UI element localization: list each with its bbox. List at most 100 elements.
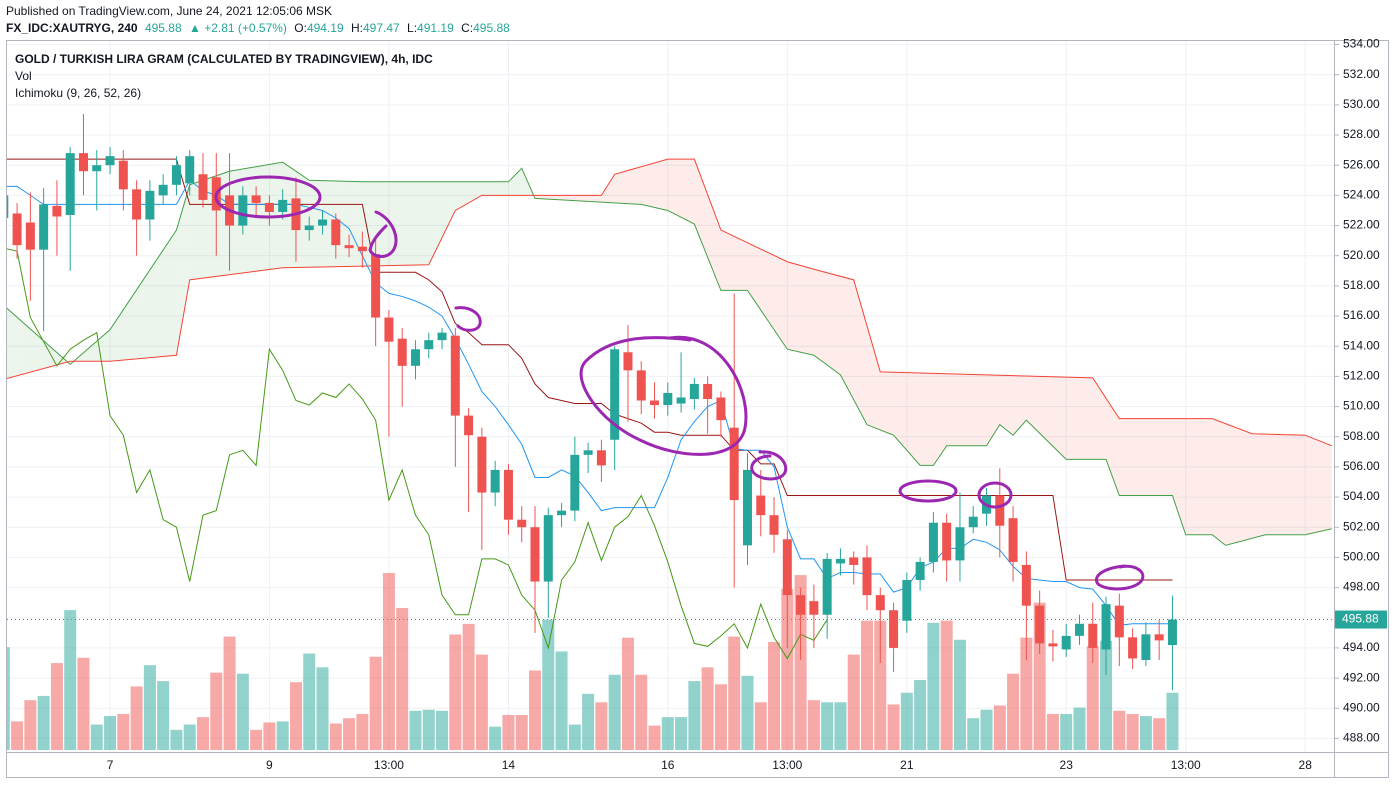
ohlc-value: 494.19 xyxy=(307,21,344,35)
cloud xyxy=(1285,434,1292,535)
cloud xyxy=(873,348,881,430)
cloud xyxy=(687,159,695,225)
candle-body xyxy=(1074,623,1084,636)
cloud xyxy=(23,323,31,374)
cloud xyxy=(1272,434,1279,535)
cloud xyxy=(1232,426,1239,544)
candle-body xyxy=(583,450,593,455)
cloud xyxy=(926,373,934,466)
cloud xyxy=(780,258,788,350)
cloud xyxy=(1258,433,1266,537)
volume-bar xyxy=(250,729,263,750)
cloud xyxy=(581,195,589,202)
volume-bar xyxy=(515,715,528,750)
candle-body xyxy=(716,397,726,421)
cloud xyxy=(608,174,615,203)
cloud xyxy=(1172,418,1180,516)
symbol-line: FX_IDC:XAUTRYG, 240 495.88 ▲ +2.81 (+0.5… xyxy=(6,21,510,35)
volume-bar xyxy=(582,693,595,750)
candle-body xyxy=(331,219,341,246)
candle-body xyxy=(809,601,819,615)
candle-body xyxy=(942,522,952,561)
volume-bar xyxy=(728,636,741,750)
cloud xyxy=(442,181,449,238)
volume-bar xyxy=(356,713,369,750)
volume-bar xyxy=(874,620,887,750)
cloud xyxy=(614,172,622,204)
cloud xyxy=(1099,388,1107,460)
y-tick-label: 506.00 xyxy=(1343,459,1380,473)
candle-body xyxy=(278,199,288,212)
volume-bar xyxy=(555,651,568,750)
cloud xyxy=(893,372,901,443)
volume-bar xyxy=(595,702,608,750)
cloud xyxy=(1265,434,1273,535)
candle-body xyxy=(650,400,660,406)
volume-bar xyxy=(781,588,794,750)
cloud xyxy=(867,325,874,428)
cloud xyxy=(1026,376,1033,427)
cloud xyxy=(203,178,210,279)
volume-bar xyxy=(104,716,117,750)
y-tick-label: 488.00 xyxy=(1343,731,1380,745)
cloud xyxy=(1165,418,1173,496)
cloud xyxy=(1311,437,1319,534)
cloud xyxy=(1013,375,1020,436)
volume-bar xyxy=(223,636,236,750)
candle-body xyxy=(132,189,142,220)
volume-bar xyxy=(900,692,913,750)
candle-body xyxy=(397,338,407,366)
candle-body xyxy=(7,195,9,218)
grid xyxy=(7,40,1334,752)
candle-body xyxy=(1167,619,1177,646)
cloud xyxy=(554,195,562,200)
candle-body xyxy=(118,160,128,190)
candle-body xyxy=(1154,634,1164,641)
volume-bar xyxy=(130,686,143,750)
cloud xyxy=(800,265,808,354)
ohlc-value: 495.88 xyxy=(473,21,510,35)
ohlc-value: 497.47 xyxy=(363,21,400,35)
cloud xyxy=(169,230,177,356)
cloud xyxy=(621,170,628,204)
x-tick-label: 13:00 xyxy=(374,758,404,772)
y-tick-label: 516.00 xyxy=(1343,308,1380,322)
cloud xyxy=(1298,435,1306,535)
cloud xyxy=(714,212,721,291)
candle-body xyxy=(304,225,314,231)
cloud xyxy=(395,181,403,266)
drawing xyxy=(750,450,788,481)
volume-bar xyxy=(117,713,130,750)
cloud xyxy=(601,184,609,203)
y-tick-label: 512.00 xyxy=(1343,369,1380,383)
x-tick-label: 14 xyxy=(502,758,516,772)
cloud xyxy=(933,373,941,466)
cloud xyxy=(535,195,542,199)
candle-body xyxy=(968,516,978,528)
y-tick-label: 520.00 xyxy=(1343,248,1380,262)
volume-bar xyxy=(993,705,1006,750)
cloud xyxy=(43,340,51,369)
cloud xyxy=(880,371,887,433)
volume-bar xyxy=(847,654,860,750)
cloud xyxy=(999,375,1007,430)
cloud xyxy=(986,374,994,446)
cloud xyxy=(110,319,117,362)
candle-body xyxy=(1048,643,1058,647)
candle-body xyxy=(849,557,859,565)
volume-bar xyxy=(24,700,37,750)
cloud xyxy=(1092,377,1100,460)
candle-body xyxy=(251,195,261,203)
x-tick-label: 9 xyxy=(266,758,273,772)
y-tick-label: 514.00 xyxy=(1343,338,1380,352)
cloud xyxy=(847,278,854,400)
frame xyxy=(6,40,1389,778)
candle-body xyxy=(1088,623,1098,648)
cloud xyxy=(163,240,170,357)
candle-body xyxy=(557,510,567,516)
volume-bar xyxy=(90,724,103,750)
cloud xyxy=(83,346,91,362)
cloud xyxy=(1006,375,1014,436)
candle-body xyxy=(610,349,620,440)
y-tick-label: 510.00 xyxy=(1343,399,1380,413)
